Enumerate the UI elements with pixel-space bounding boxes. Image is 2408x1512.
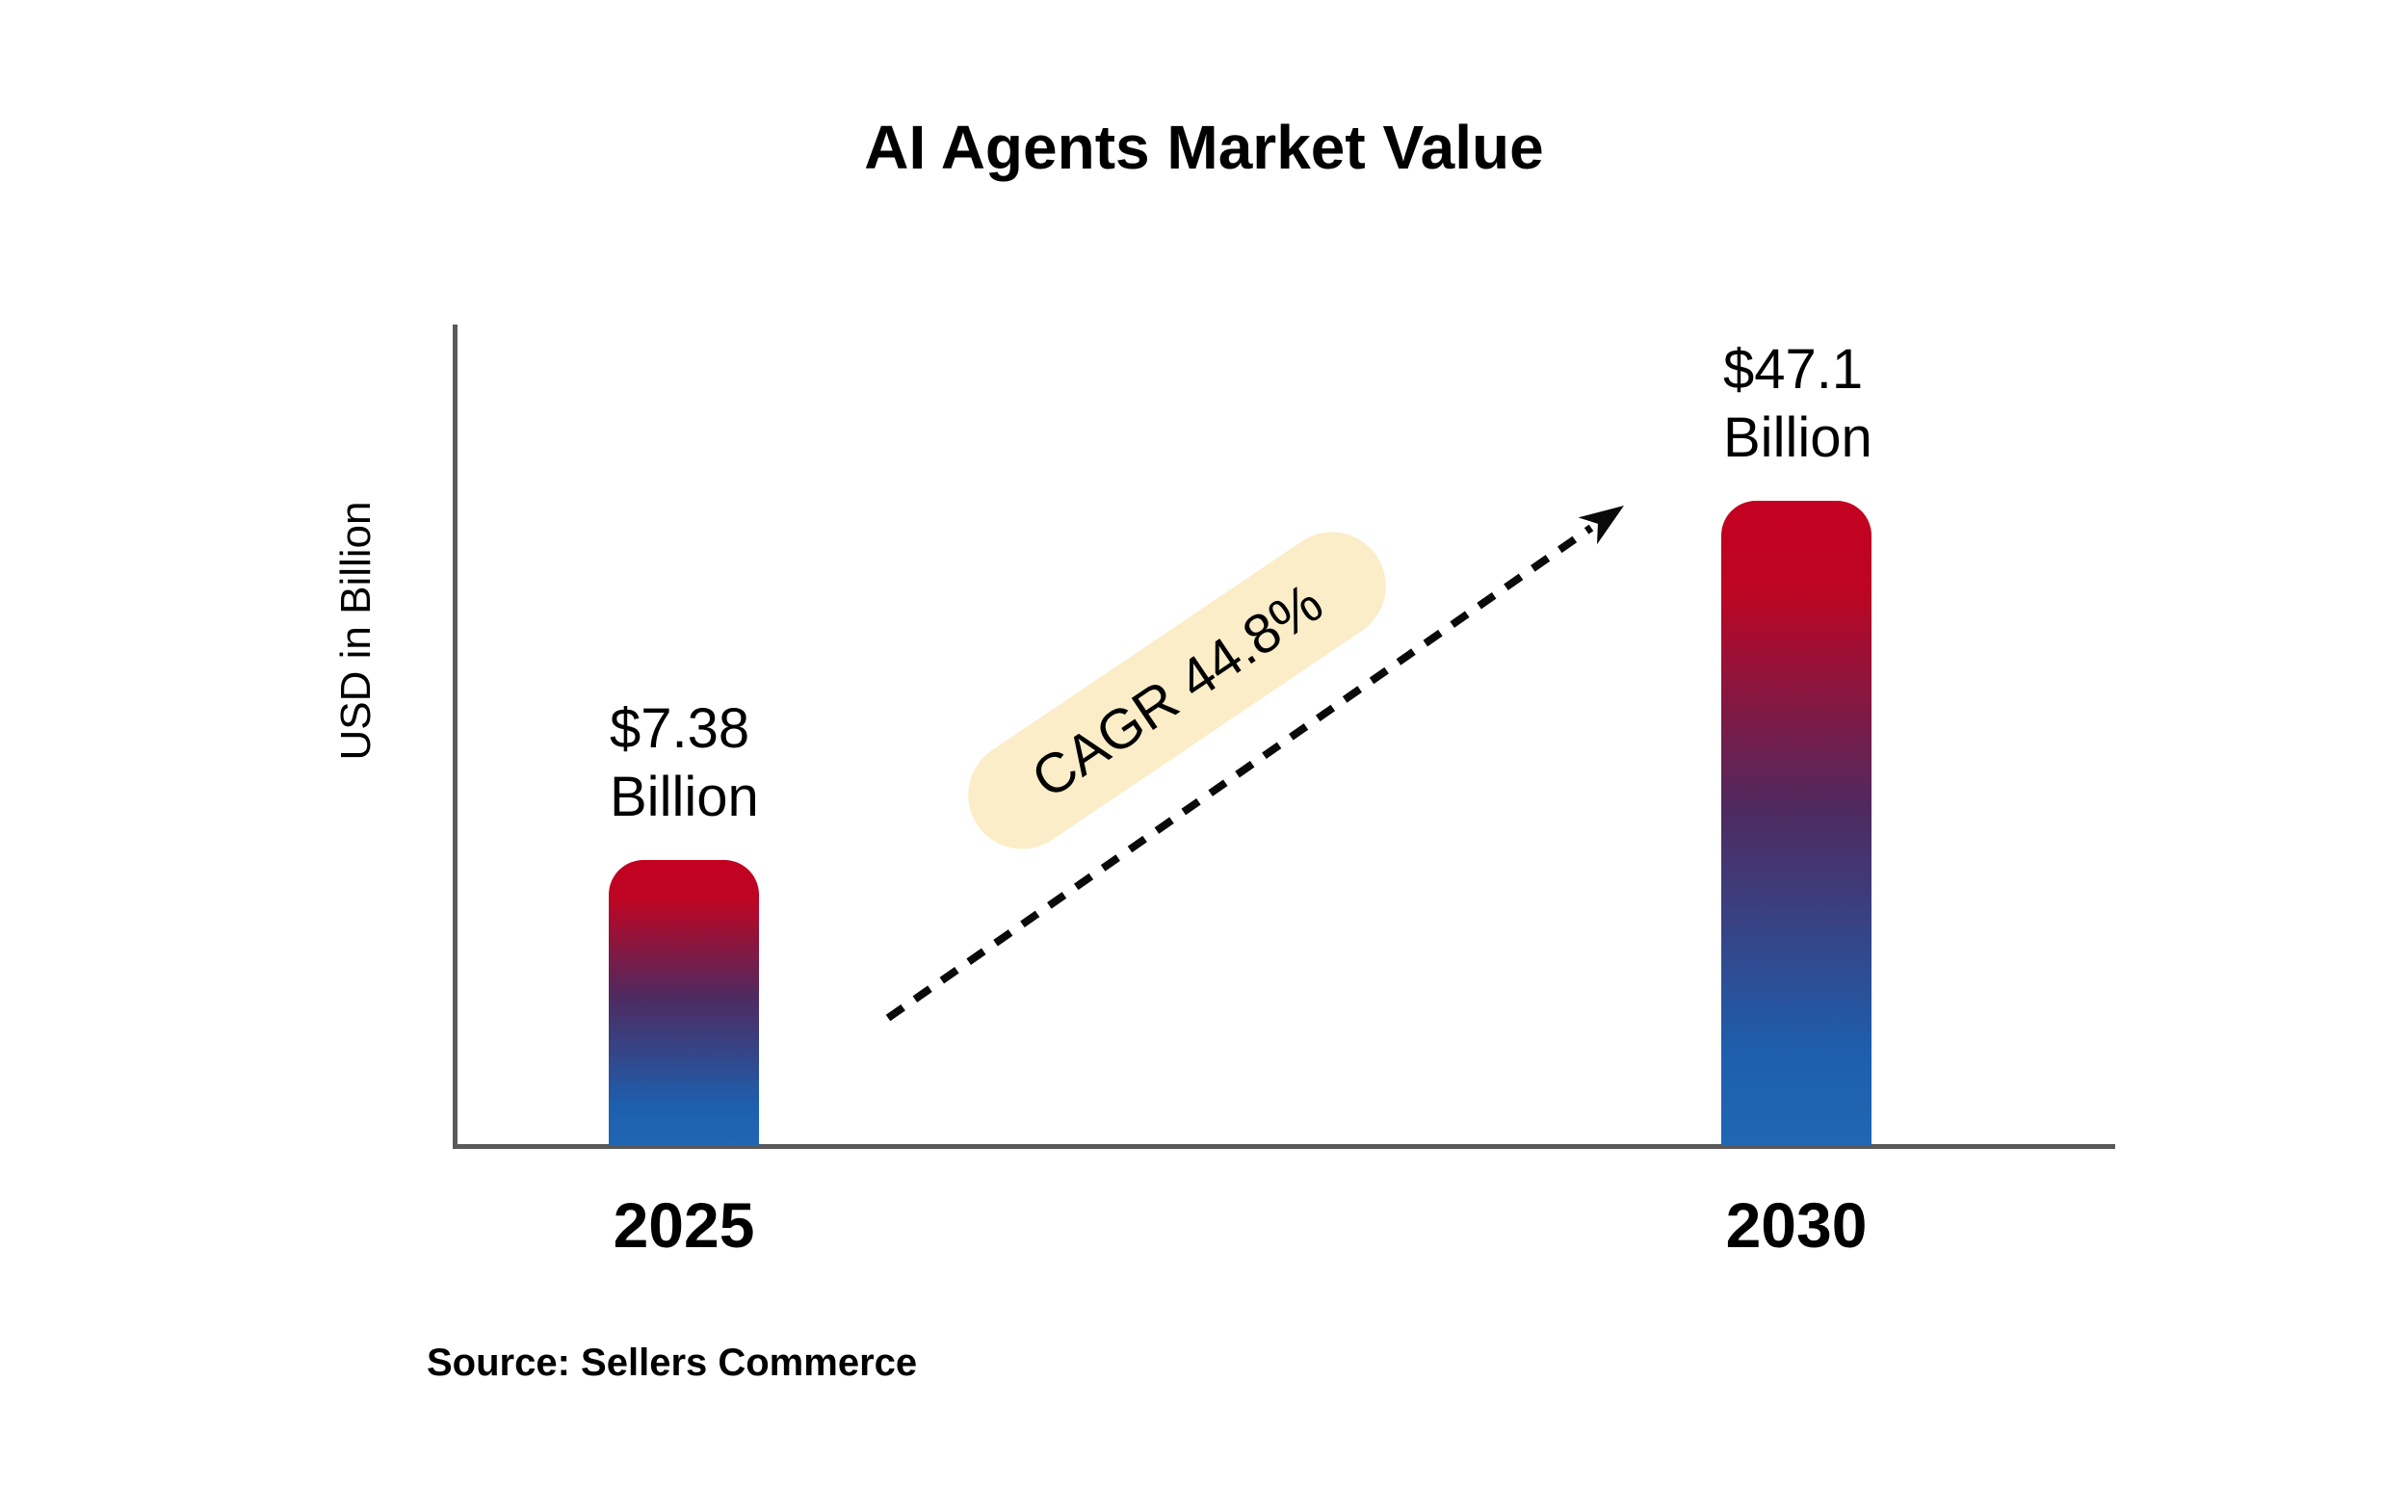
chart-title: AI Agents Market Value xyxy=(864,113,1544,182)
y-axis-label: USD in Billion xyxy=(332,501,380,761)
value-label-2030: $47.1 Billion xyxy=(1723,336,1872,473)
value-label-2025-line2: Billion xyxy=(610,765,759,828)
source-text: Source: Sellers Commerce xyxy=(427,1342,918,1384)
bar-2025 xyxy=(609,860,759,1145)
value-label-2030-line2: Billion xyxy=(1723,405,1872,469)
value-label-2030-line1: $47.1 xyxy=(1723,338,1864,401)
value-label-2025-line1: $7.38 xyxy=(610,697,750,760)
x-tick-label-2030: 2030 xyxy=(1725,1189,1868,1261)
cagr-annotation-text: CAGR 44.8% xyxy=(1020,570,1334,811)
value-label-2025: $7.38 Billion xyxy=(610,695,759,832)
y-axis-line xyxy=(453,325,458,1149)
x-tick-label-2025: 2025 xyxy=(613,1189,755,1261)
cagr-annotation-pill: CAGR 44.8% xyxy=(947,510,1407,871)
x-axis-line xyxy=(453,1144,2115,1149)
bar-2030 xyxy=(1721,501,1871,1145)
